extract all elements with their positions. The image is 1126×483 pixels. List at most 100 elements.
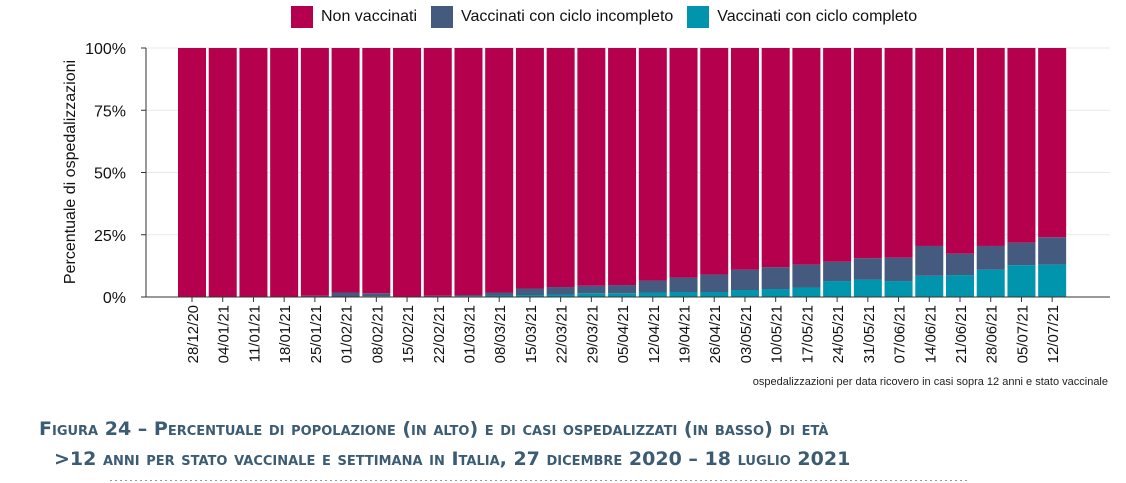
bar-segment	[946, 275, 974, 297]
y-tick-label: 100%	[85, 41, 126, 58]
bar-segment	[331, 292, 360, 297]
axes: 0% 25% 50% 75% 100% 28/12/20 04/01/21 11/01/21 1…	[85, 41, 1110, 363]
legend-item-non-vaccinati: Non vaccinati	[291, 6, 417, 28]
x-tick-label: 01/02/21	[339, 305, 356, 363]
bar-segment	[454, 48, 483, 296]
x-tick-label: 31/05/21	[861, 305, 878, 363]
bar-segment	[300, 295, 329, 297]
x-tick-label: 07/06/21	[892, 305, 909, 363]
bar-segment	[270, 48, 299, 297]
legend-item-ciclo-incompleto: Vaccinati con ciclo incompleto	[431, 6, 673, 28]
x-tick-label: 01/03/21	[461, 305, 478, 363]
bar-segment	[577, 293, 606, 297]
x-tick-label: 25/01/21	[308, 305, 325, 363]
legend-swatch	[431, 6, 454, 28]
y-tick-label: 75%	[94, 103, 126, 120]
bar-segment	[823, 48, 852, 262]
bar-segment	[608, 293, 637, 297]
bar-segment	[638, 280, 667, 293]
bar-segment	[515, 295, 544, 297]
x-tick-label: 05/07/21	[1014, 305, 1031, 363]
x-tick-label: 15/02/21	[400, 305, 417, 363]
legend-label: Non vaccinati	[321, 8, 418, 25]
figure-caption: Figura 24 – Percentuale di popolazione (…	[0, 414, 1080, 474]
bar-segment	[546, 294, 575, 297]
bar-segment	[853, 279, 882, 297]
bar-segment	[515, 288, 544, 296]
bar-segment	[792, 287, 821, 297]
legend-swatch	[687, 6, 710, 28]
bar-segment	[1007, 265, 1036, 297]
bar-segment	[485, 292, 514, 296]
x-tick-label: 12/04/21	[646, 305, 663, 363]
x-tick-label: 26/04/21	[707, 305, 724, 363]
bar-segment	[915, 275, 944, 297]
bar-segment	[638, 48, 667, 281]
bar-segment	[239, 48, 268, 297]
bar-segment	[792, 48, 821, 265]
x-tick-label: 28/06/21	[984, 305, 1001, 363]
chart-legend: Non vaccinati Vaccinati con ciclo incomp…	[291, 6, 931, 28]
bar-segment	[454, 295, 483, 297]
legend-item-ciclo-completo: Vaccinati con ciclo completo	[687, 6, 917, 28]
bar-segment	[761, 289, 790, 297]
x-tick-label: 19/04/21	[677, 305, 694, 363]
bar-segment	[946, 253, 974, 276]
caption-line-2: >12 anni per stato vaccinale e settimana…	[54, 448, 851, 470]
bar-segment	[1007, 242, 1036, 266]
bar-segment	[1007, 48, 1036, 243]
bar-segment	[884, 48, 913, 258]
bar-segment	[761, 48, 790, 268]
y-tick-label: 25%	[94, 228, 126, 245]
y-axis-title: Percentuale di ospedalizzazioni	[62, 60, 79, 284]
bar-segment	[638, 292, 667, 297]
x-tick-label: 18/01/21	[277, 305, 294, 363]
bar-segment	[884, 257, 913, 282]
bar-segment	[915, 245, 944, 276]
bar-segment	[300, 48, 329, 296]
bar-segment	[546, 287, 575, 295]
x-tick-label: 10/05/21	[769, 305, 786, 363]
bar-segment	[730, 269, 759, 291]
bar-segment	[1038, 48, 1067, 238]
x-tick-label: 14/06/21	[922, 305, 939, 363]
x-tick-label: 08/02/21	[369, 305, 386, 363]
x-tick-label: 24/05/21	[830, 305, 847, 363]
bar-segment	[178, 48, 206, 297]
stacked-bar-chart: 0% 25% 50% 75% 100% 28/12/20 04/01/21 11/01/21 1…	[62, 41, 1110, 363]
chart-footnote: ospedalizzazioni per data ricovero in ca…	[752, 376, 1108, 388]
bar-segment	[853, 258, 882, 280]
x-tick-label: 15/03/21	[523, 305, 540, 363]
x-tick-label: 03/05/21	[738, 305, 755, 363]
y-tick-label: 50%	[94, 166, 126, 183]
bar-segment	[730, 290, 759, 297]
bar-segment	[976, 245, 1005, 270]
x-tick-label: 21/06/21	[953, 305, 970, 363]
bar-segment	[823, 261, 852, 282]
legend-swatch	[291, 6, 313, 28]
x-tick-label: 17/05/21	[799, 305, 816, 363]
x-tick-label: 04/01/21	[216, 305, 233, 363]
cut-off-text-line	[110, 478, 970, 483]
bars	[178, 48, 1067, 297]
bar-segment	[485, 295, 514, 297]
bar-segment	[792, 264, 821, 288]
bar-segment	[577, 48, 606, 286]
bar-segment	[976, 269, 1005, 297]
bar-segment	[700, 48, 729, 275]
bar-segment	[669, 48, 698, 278]
bar-segment	[608, 285, 637, 294]
bar-segment	[669, 292, 698, 297]
bar-segment	[761, 267, 790, 290]
bar-segment	[1038, 237, 1067, 265]
x-tick-label: 12/07/21	[1045, 305, 1062, 363]
x-tick-label: 28/12/20	[185, 305, 202, 363]
x-tick-label: 29/03/21	[584, 305, 601, 363]
x-tick-label: 05/04/21	[615, 305, 632, 363]
bar-segment	[515, 48, 544, 289]
bar-segment	[208, 48, 237, 297]
bar-segment	[546, 48, 575, 288]
x-tick-label: 11/01/21	[246, 305, 263, 362]
bar-segment	[823, 281, 852, 297]
bar-segment	[423, 48, 452, 296]
